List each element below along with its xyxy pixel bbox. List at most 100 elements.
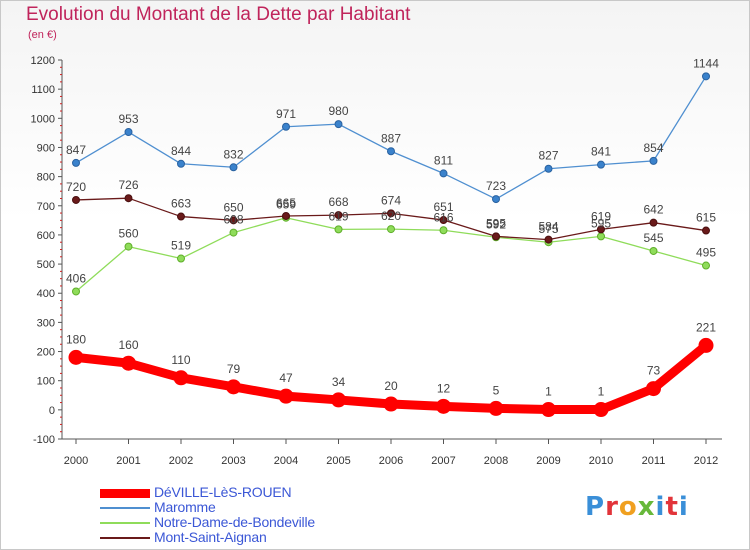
data-label: 811: [434, 153, 453, 167]
data-label: 592: [486, 217, 506, 231]
logo-letter: x: [637, 492, 656, 522]
data-point: [334, 225, 343, 234]
y-tick-label: 800: [37, 172, 55, 184]
data-point: [702, 72, 710, 81]
legend-swatch: [100, 522, 150, 524]
axes: -100 0 100 200 300 400 500 600 700 800 900 1000 1100…: [31, 55, 722, 467]
data-label: 5: [493, 383, 500, 397]
data-labels-layer: 406 560 519 608 659 619 620 616 592 575 595 545 495 7…: [66, 56, 719, 398]
y-tick-label: 200: [37, 347, 55, 359]
data-point: [72, 195, 80, 204]
legend-swatch: [100, 507, 150, 509]
data-point: [229, 216, 238, 225]
x-tick-label: 2012: [694, 455, 718, 467]
data-point: [173, 370, 189, 386]
data-point: [492, 232, 500, 241]
data-point: [124, 128, 133, 137]
data-point: [72, 287, 80, 296]
logo-letter: r: [605, 492, 619, 522]
data-label: 887: [381, 131, 401, 145]
data-label: 726: [118, 178, 138, 192]
logo-letter: o: [618, 492, 638, 522]
data-point: [177, 212, 185, 221]
data-label: 560: [118, 227, 138, 241]
data-point: [334, 120, 343, 129]
data-label: 110: [171, 353, 190, 367]
x-tick-label: 2009: [536, 455, 560, 467]
y-tick-label: 400: [37, 288, 55, 300]
y-tick-label: 500: [37, 259, 55, 271]
data-label: 616: [433, 210, 453, 224]
chart-title: Evolution du Montant de la Dette par Hab…: [26, 4, 411, 25]
data-label: 34: [332, 375, 346, 389]
data-point: [387, 147, 395, 156]
data-point: [439, 216, 448, 225]
data-label: 595: [591, 216, 611, 230]
proxiti-logo: Proxiti: [585, 492, 689, 522]
y-tick-label: 600: [37, 230, 55, 242]
data-point: [331, 392, 346, 408]
y-tick-label: -100: [33, 434, 55, 446]
data-label: 980: [328, 104, 348, 118]
data-label: 723: [486, 179, 506, 193]
legend-label: Maromme: [154, 499, 216, 515]
data-point: [229, 163, 238, 172]
data-point: [492, 195, 500, 204]
data-point: [387, 225, 395, 234]
data-point: [597, 160, 605, 169]
data-point: [702, 261, 710, 270]
data-label: 620: [381, 209, 401, 223]
legend-label: DéVILLE-LèS-ROUEN: [154, 484, 292, 500]
data-label: 953: [118, 112, 138, 126]
data-label: 12: [437, 381, 451, 395]
x-tick-label: 2002: [169, 455, 193, 467]
data-point: [544, 235, 553, 244]
data-label: 406: [66, 271, 86, 285]
data-label: 615: [696, 211, 716, 225]
legend-label: Mont-Saint-Aignan: [154, 529, 267, 545]
data-label: 221: [696, 320, 716, 334]
x-tick-label: 2000: [64, 455, 88, 467]
y-tick-label: 1200: [31, 55, 55, 67]
data-label: 595: [486, 216, 506, 230]
data-label: 668: [328, 195, 348, 209]
y-tick-label: 0: [49, 405, 55, 417]
data-point: [541, 402, 556, 418]
data-point: [177, 159, 185, 168]
data-point: [488, 400, 504, 416]
data-point: [597, 232, 605, 241]
x-tick-label: 2007: [431, 455, 455, 467]
data-label: 545: [643, 231, 663, 245]
data-label: 847: [66, 143, 86, 157]
data-label: 584: [538, 220, 558, 234]
data-label: 651: [433, 200, 453, 214]
series-2: [72, 213, 710, 296]
data-label: 20: [384, 379, 398, 393]
y-tick-label: 1000: [31, 113, 55, 125]
data-point: [68, 349, 84, 365]
data-label: 619: [328, 209, 348, 223]
data-label: 844: [171, 144, 191, 158]
data-point: [439, 169, 448, 178]
data-label: 575: [538, 222, 558, 236]
data-label: 663: [171, 197, 191, 211]
data-point: [436, 398, 451, 414]
data-label: 665: [276, 196, 296, 210]
data-point: [544, 164, 553, 173]
data-label: 1: [545, 385, 552, 399]
x-tick-label: 2003: [221, 455, 245, 467]
data-label: 827: [538, 149, 558, 163]
data-label: 832: [223, 147, 243, 161]
y-tick-label: 700: [37, 201, 55, 213]
data-label: 73: [647, 364, 661, 378]
data-point: [229, 228, 238, 237]
data-label: 160: [118, 338, 138, 352]
legend-swatch: [100, 488, 150, 498]
data-point: [282, 211, 290, 220]
data-label: 971: [276, 107, 296, 121]
y-tick-label: 300: [37, 317, 55, 329]
data-point: [597, 225, 605, 234]
data-label: 180: [66, 332, 86, 346]
